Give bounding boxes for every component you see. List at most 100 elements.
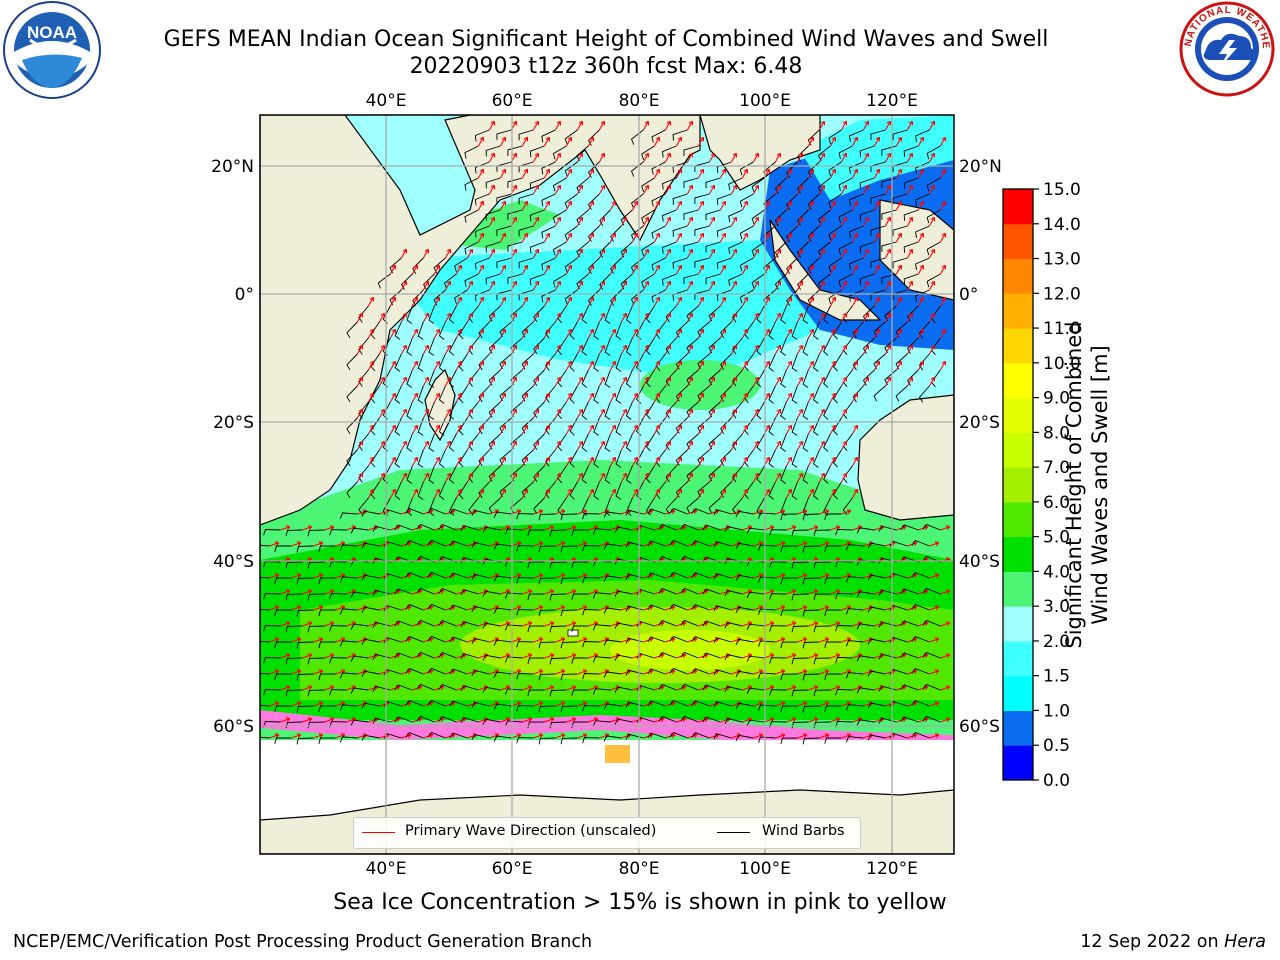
wind-barb: [427, 635, 446, 643]
wind-barb: [926, 209, 941, 224]
wind-barb: [527, 689, 545, 697]
wind-barb: [702, 620, 721, 627]
wave-direction-arrow: [401, 669, 412, 675]
wave-direction-arrow: [719, 200, 727, 211]
lon-tick-top-120e: 120°E: [866, 91, 918, 111]
wind-barb: [296, 737, 314, 745]
wave-direction-arrow: [588, 717, 599, 723]
wave-direction-arrow: [697, 168, 705, 179]
wave-direction-arrow: [566, 685, 577, 691]
colorbar-bin: [1003, 189, 1033, 225]
wave-direction-arrow: [862, 216, 870, 227]
wave-direction-arrow: [819, 541, 830, 547]
wave-direction-arrow: [576, 216, 584, 227]
wind-barb: [307, 689, 325, 697]
wave-direction-arrow: [719, 488, 727, 499]
wave-direction-arrow: [411, 488, 419, 499]
colorbar: [1003, 189, 1033, 781]
wave-direction-arrow: [697, 232, 705, 243]
wind-barb: [464, 241, 479, 255]
wind-barb: [769, 625, 787, 632]
wave-direction-arrow: [499, 168, 507, 179]
wave-direction-arrow: [818, 152, 826, 163]
wind-barb: [728, 177, 743, 191]
wind-barb: [592, 624, 611, 631]
wave-direction-arrow: [741, 328, 749, 339]
colorbar-tick-label: 2.0: [1043, 632, 1070, 652]
wave-direction-arrow: [598, 376, 606, 387]
wind-barb: [538, 609, 556, 617]
wave-direction-arrow: [522, 653, 533, 659]
wave-direction-arrow: [873, 200, 881, 211]
wave-direction-arrow: [829, 264, 837, 275]
wave-direction-arrow: [631, 392, 639, 403]
wind-barb: [769, 593, 787, 600]
wind-barb: [552, 241, 567, 256]
wave-direction-arrow: [521, 456, 529, 467]
wave-direction-arrow: [895, 136, 903, 147]
wind-barb: [724, 685, 743, 693]
wave-direction-arrow: [873, 264, 881, 275]
wave-direction-arrow: [786, 653, 797, 659]
wind-barb: [797, 145, 809, 162]
wave-direction-arrow: [422, 248, 430, 259]
colorbar-bin: [1003, 745, 1033, 781]
wave-direction-arrow: [928, 120, 936, 131]
wave-direction-arrow: [697, 328, 705, 339]
wind-barb: [780, 673, 798, 681]
wave-direction-arrow: [433, 488, 441, 499]
wind-barb: [571, 561, 589, 568]
wave-direction-arrow: [786, 685, 797, 691]
wave-direction-arrow: [554, 376, 562, 387]
wind-barb: [818, 145, 831, 161]
wave-direction-arrow: [841, 701, 852, 707]
wind-barb: [780, 433, 787, 452]
wave-direction-arrow: [851, 296, 859, 307]
wave-direction-arrow: [598, 152, 606, 163]
wave-direction-arrow: [730, 216, 738, 227]
wave-direction-arrow: [620, 376, 628, 387]
wind-barb: [518, 129, 534, 141]
wind-barb: [263, 625, 281, 632]
wave-region-arabian: [450, 200, 560, 250]
colorbar-tick-label: 0.5: [1043, 736, 1070, 756]
wave-direction-arrow: [906, 120, 914, 131]
wind-barb: [756, 433, 765, 452]
wave-direction-arrow: [653, 232, 661, 243]
wind-barb: [471, 701, 490, 708]
wave-direction-arrow: [411, 456, 419, 467]
wind-barb: [571, 529, 589, 536]
wind-barb: [460, 621, 479, 628]
wave-direction-arrow: [697, 424, 705, 435]
wind-barb: [263, 721, 281, 728]
wind-barb: [720, 385, 732, 403]
land-australia: [857, 394, 954, 521]
wave-direction-arrow: [697, 264, 705, 275]
wind-barb: [780, 737, 798, 745]
wind-barb: [464, 177, 479, 191]
wave-direction-arrow: [730, 440, 738, 451]
wind-barb: [394, 449, 402, 468]
wave-direction-arrow: [807, 328, 815, 339]
wind-barb: [443, 273, 457, 289]
wind-barb: [636, 716, 655, 723]
wind-barb: [603, 511, 622, 518]
wind-barb: [538, 577, 556, 585]
wave-direction-arrow: [819, 669, 830, 675]
wind-barb: [438, 449, 446, 468]
wind-barb: [604, 337, 611, 356]
wind-barb: [571, 625, 589, 632]
wind-barb: [285, 529, 303, 537]
wind-barb: [791, 529, 809, 537]
wind-barb: [892, 257, 908, 269]
wind-barb: [552, 177, 567, 192]
wind-barb: [813, 593, 831, 601]
land-borneo: [879, 199, 954, 301]
wind-barb: [614, 654, 633, 661]
lon-tick-bottom-40e: 40°E: [366, 859, 407, 879]
lon-tick-bottom-120e: 120°E: [866, 859, 918, 879]
wave-direction-arrow: [422, 312, 430, 323]
wave-direction-arrow: [367, 488, 375, 499]
wave-direction-arrow: [664, 376, 672, 387]
wind-barb: [694, 257, 710, 268]
